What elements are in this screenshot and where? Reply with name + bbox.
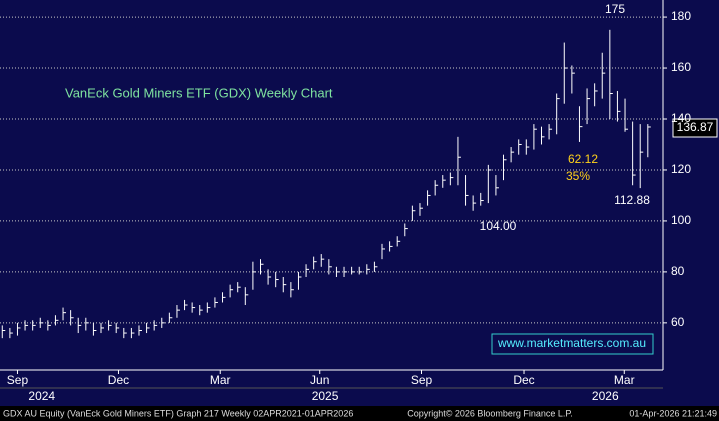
- last-price: 136.87: [677, 120, 714, 134]
- watermark: www.marketmatters.com.au: [497, 336, 646, 350]
- y-tick-label: 80: [671, 264, 685, 278]
- annotation: 112.88: [614, 193, 650, 207]
- y-tick-label: 60: [671, 315, 685, 329]
- annotation: 104.00: [480, 219, 517, 233]
- footer-right: 01-Apr-2026 21:21:49: [629, 408, 717, 418]
- year-label: 2024: [28, 389, 55, 403]
- last-price-box: [672, 118, 718, 138]
- y-tick-label: 160: [671, 60, 691, 74]
- x-tick-label: Jun: [310, 373, 329, 387]
- watermark-box: [491, 333, 654, 355]
- y-tick-label: 140: [671, 111, 691, 125]
- annotation: 62.12: [568, 152, 598, 166]
- x-tick-label: Mar: [614, 373, 635, 387]
- x-tick-label: Dec: [513, 373, 534, 387]
- y-tick-label: 100: [671, 213, 691, 227]
- annotation: 175: [605, 2, 625, 16]
- x-tick-label: Sep: [411, 373, 433, 387]
- x-tick-label: Dec: [108, 373, 129, 387]
- chart-title: VanEck Gold Miners ETF (GDX) Weekly Char…: [65, 85, 333, 100]
- year-label: 2026: [592, 389, 619, 403]
- x-tick-label: Sep: [7, 373, 29, 387]
- footer-center: Copyright© 2026 Bloomberg Finance L.P.: [407, 408, 573, 418]
- year-label: 2025: [312, 389, 339, 403]
- footer-left: GDX AU Equity (VanEck Gold Miners ETF) G…: [3, 408, 353, 418]
- y-tick-label: 180: [671, 9, 691, 23]
- y-axis-area: [663, 0, 719, 406]
- plot-area: [0, 0, 663, 370]
- annotation: 35%: [566, 169, 590, 183]
- y-tick-label: 120: [671, 162, 691, 176]
- x-tick-label: Mar: [210, 373, 231, 387]
